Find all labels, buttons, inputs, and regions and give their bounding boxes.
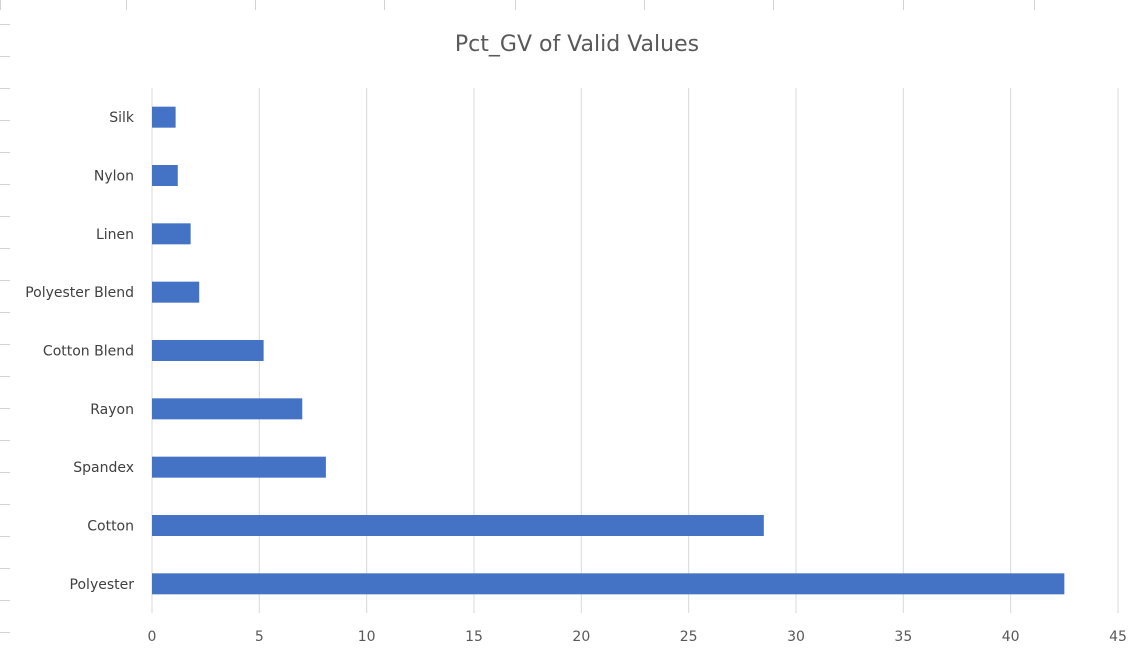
x-tick-label: 25 (680, 629, 698, 645)
bar-chart: Pct_GV of Valid Values Polyester Cotton Sp… (25, 32, 1127, 645)
bar-rayon (152, 398, 303, 420)
x-tick-label: 45 (1109, 629, 1127, 645)
bar-nylon (152, 165, 178, 186)
category-label: Silk (109, 110, 135, 126)
x-axis-tick-labels: 0 5 10 15 20 25 30 35 40 45 (148, 629, 1127, 645)
category-label: Polyester Blend (25, 285, 134, 301)
bar-polyester-blend (152, 281, 200, 303)
bar-cotton-blend (152, 340, 264, 361)
x-tick-label: 35 (894, 629, 912, 645)
x-tick-label: 5 (255, 629, 264, 645)
category-label: Rayon (90, 402, 134, 418)
category-label: Cotton (87, 519, 134, 535)
x-tick-label: 10 (358, 629, 376, 645)
bar-silk (152, 106, 176, 128)
x-tick-label: 40 (1002, 629, 1020, 645)
category-label: Nylon (94, 169, 134, 185)
category-label: Cotton Blend (43, 344, 134, 360)
bar-linen (152, 223, 191, 245)
category-label: Polyester (70, 577, 135, 593)
x-tick-label: 0 (148, 629, 157, 645)
category-label: Linen (96, 227, 134, 243)
chart-area[interactable]: Pct_GV of Valid Values Polyester Cotton Sp… (10, 10, 1144, 656)
bars (152, 106, 1065, 595)
x-tick-label: 15 (465, 629, 483, 645)
bar-spandex (152, 456, 326, 478)
category-label: Spandex (73, 460, 134, 476)
x-tick-label: 20 (572, 629, 590, 645)
category-labels: Polyester Cotton Spandex Rayon Cotton Blend P… (25, 110, 135, 593)
chart-title: Pct_GV of Valid Values (455, 32, 699, 57)
bar-polyester (152, 573, 1065, 595)
bar-cotton (152, 515, 764, 536)
x-tick-label: 30 (787, 629, 805, 645)
